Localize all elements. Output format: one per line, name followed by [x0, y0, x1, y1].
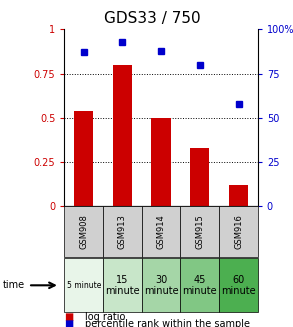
- Text: 60
minute: 60 minute: [221, 274, 256, 296]
- Bar: [64, 206, 103, 257]
- Bar: [113, 65, 132, 206]
- Text: GSM913: GSM913: [118, 214, 127, 249]
- Bar: [103, 206, 142, 257]
- Bar: [190, 148, 209, 206]
- Text: ■: ■: [64, 319, 74, 327]
- Text: GSM916: GSM916: [234, 214, 243, 249]
- Bar: [64, 258, 103, 312]
- Text: GSM915: GSM915: [195, 214, 204, 249]
- Text: ■: ■: [64, 312, 74, 321]
- Bar: [142, 206, 180, 257]
- Text: 30
minute: 30 minute: [144, 274, 178, 296]
- Text: time: time: [3, 280, 25, 290]
- Text: percentile rank within the sample: percentile rank within the sample: [85, 319, 250, 327]
- Text: GSM914: GSM914: [157, 214, 166, 249]
- Bar: [103, 258, 142, 312]
- Text: 15
minute: 15 minute: [105, 274, 140, 296]
- Bar: [219, 258, 258, 312]
- Bar: [142, 258, 180, 312]
- Bar: [229, 185, 248, 206]
- Text: log ratio: log ratio: [85, 312, 125, 321]
- Text: 5 minute: 5 minute: [67, 281, 101, 290]
- Text: GSM908: GSM908: [79, 214, 88, 249]
- Text: 45
minute: 45 minute: [183, 274, 217, 296]
- Text: GDS33 / 750: GDS33 / 750: [104, 11, 201, 26]
- Bar: [180, 206, 219, 257]
- Bar: [180, 258, 219, 312]
- Bar: [219, 206, 258, 257]
- Bar: [151, 118, 171, 206]
- Bar: [74, 111, 93, 206]
